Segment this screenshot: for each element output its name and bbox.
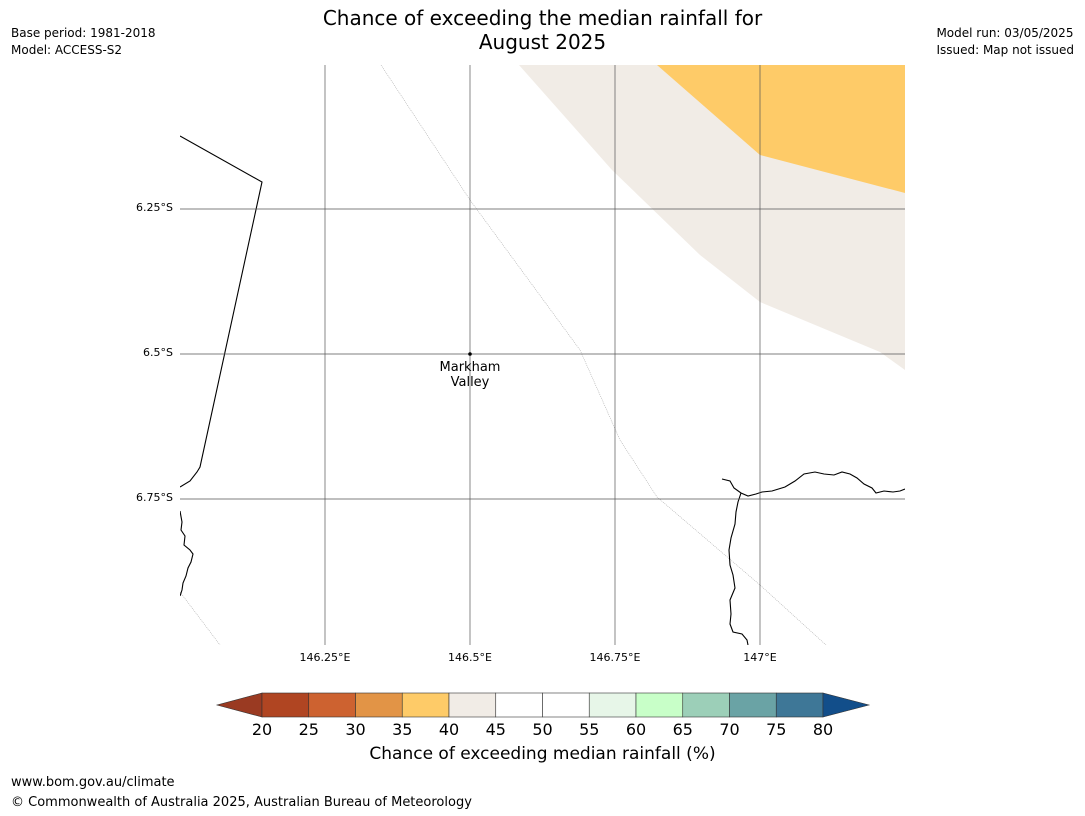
base-period-text: Base period: 1981-2018	[11, 26, 156, 40]
region-boundary	[380, 65, 827, 645]
coastline-west	[180, 510, 194, 597]
coastline-east-south	[728, 492, 749, 645]
longitude-label: 146.25°E	[299, 651, 351, 664]
place-marker	[468, 352, 472, 356]
title-line-2: August 2025	[478, 30, 607, 54]
colorbar-segment	[682, 692, 730, 718]
colorbar-tick-label: 30	[345, 720, 366, 739]
colorbar-segment	[355, 692, 403, 718]
footer-url[interactable]: www.bom.gov.au/climate	[11, 775, 175, 790]
colorbar-segment	[729, 692, 777, 718]
colorbar-segment	[635, 692, 684, 718]
colorbar-tick-label: 45	[485, 720, 506, 739]
colorbar-tick-label: 75	[766, 720, 787, 739]
model-run-text: Model run: 03/05/2025	[936, 26, 1074, 40]
colorbar-tick-label: 20	[251, 720, 273, 739]
latitude-label: 6.25°S	[136, 201, 173, 214]
place-label-markham-valley: Markham Valley	[410, 360, 530, 390]
border-line	[180, 135, 263, 488]
colorbar-label: Chance of exceeding median rainfall (%)	[369, 744, 716, 764]
colorbar-tick-label: 40	[438, 720, 460, 739]
coastline-east	[721, 471, 905, 497]
colorbar-tick-label: 35	[392, 720, 413, 739]
colorbar-segment	[775, 692, 824, 718]
colorbar-under-arrow	[215, 692, 263, 718]
colorbar-segment	[401, 692, 450, 718]
colorbar-tick-label: 25	[298, 720, 319, 739]
colorbar-over-arrow	[822, 692, 871, 718]
zone-35-40	[657, 65, 905, 193]
colorbar	[215, 692, 871, 718]
metadata-right: Model run: 03/05/2025 Issued: Map not is…	[936, 25, 1074, 59]
colorbar-segment	[542, 692, 590, 718]
colorbar-tick-label: 60	[625, 720, 647, 739]
longitude-label: 147°E	[743, 651, 777, 664]
longitude-label: 146.75°E	[589, 651, 641, 664]
colorbar-segment	[448, 692, 497, 718]
colorbar-tick-label: 70	[719, 720, 740, 739]
colorbar-tick-label: 80	[812, 720, 834, 739]
footer-copyright: © Commonwealth of Australia 2025, Austra…	[11, 795, 472, 810]
colorbar-segment	[495, 692, 543, 718]
colorbar-tick-label: 55	[579, 720, 600, 739]
latitude-label: 6.5°S	[143, 346, 173, 359]
place-name-line-1: Markham	[439, 360, 501, 375]
longitude-label: 146.5°E	[448, 651, 492, 664]
title-line-1: Chance of exceeding the median rainfall …	[322, 6, 763, 30]
colorbar-tick-label: 65	[672, 720, 693, 739]
model-text: Model: ACCESS-S2	[11, 43, 123, 57]
map-area	[180, 65, 905, 645]
place-name-line-2: Valley	[450, 375, 490, 390]
metadata-left: Base period: 1981-2018 Model: ACCESS-S2	[11, 25, 156, 59]
region-boundary-south	[180, 591, 221, 645]
colorbar-segment	[308, 692, 356, 718]
colorbar-segment	[261, 692, 310, 718]
colorbar-segment	[588, 692, 637, 718]
colorbar-tick-label: 50	[532, 720, 553, 739]
latitude-label: 6.75°S	[136, 491, 173, 504]
issued-text: Issued: Map not issued	[936, 43, 1074, 57]
map-title: Chance of exceeding the median rainfall …	[0, 6, 1085, 54]
